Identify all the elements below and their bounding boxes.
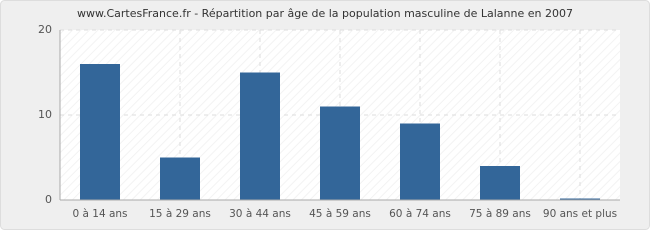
bar	[400, 123, 440, 200]
x-tick-label: 45 à 59 ans	[309, 208, 371, 220]
chart: www.CartesFrance.fr - Répartition par âg…	[0, 0, 650, 230]
chart-title: www.CartesFrance.fr - Répartition par âg…	[77, 7, 573, 20]
bar	[560, 198, 600, 200]
y-tick-label: 20	[38, 23, 52, 36]
x-tick-label: 90 ans et plus	[543, 208, 617, 220]
bar	[80, 64, 120, 200]
x-tick-label: 60 à 74 ans	[389, 208, 451, 220]
x-tick-label: 0 à 14 ans	[72, 208, 127, 220]
x-tick-label: 75 à 89 ans	[469, 208, 531, 220]
x-tick-label: 15 à 29 ans	[149, 208, 211, 220]
bar	[240, 72, 280, 200]
y-tick-label: 0	[45, 193, 52, 206]
x-tick-label: 30 à 44 ans	[229, 208, 291, 220]
bar	[320, 106, 360, 200]
y-tick-label: 10	[38, 108, 52, 121]
bar	[160, 157, 200, 200]
bar	[480, 166, 520, 200]
